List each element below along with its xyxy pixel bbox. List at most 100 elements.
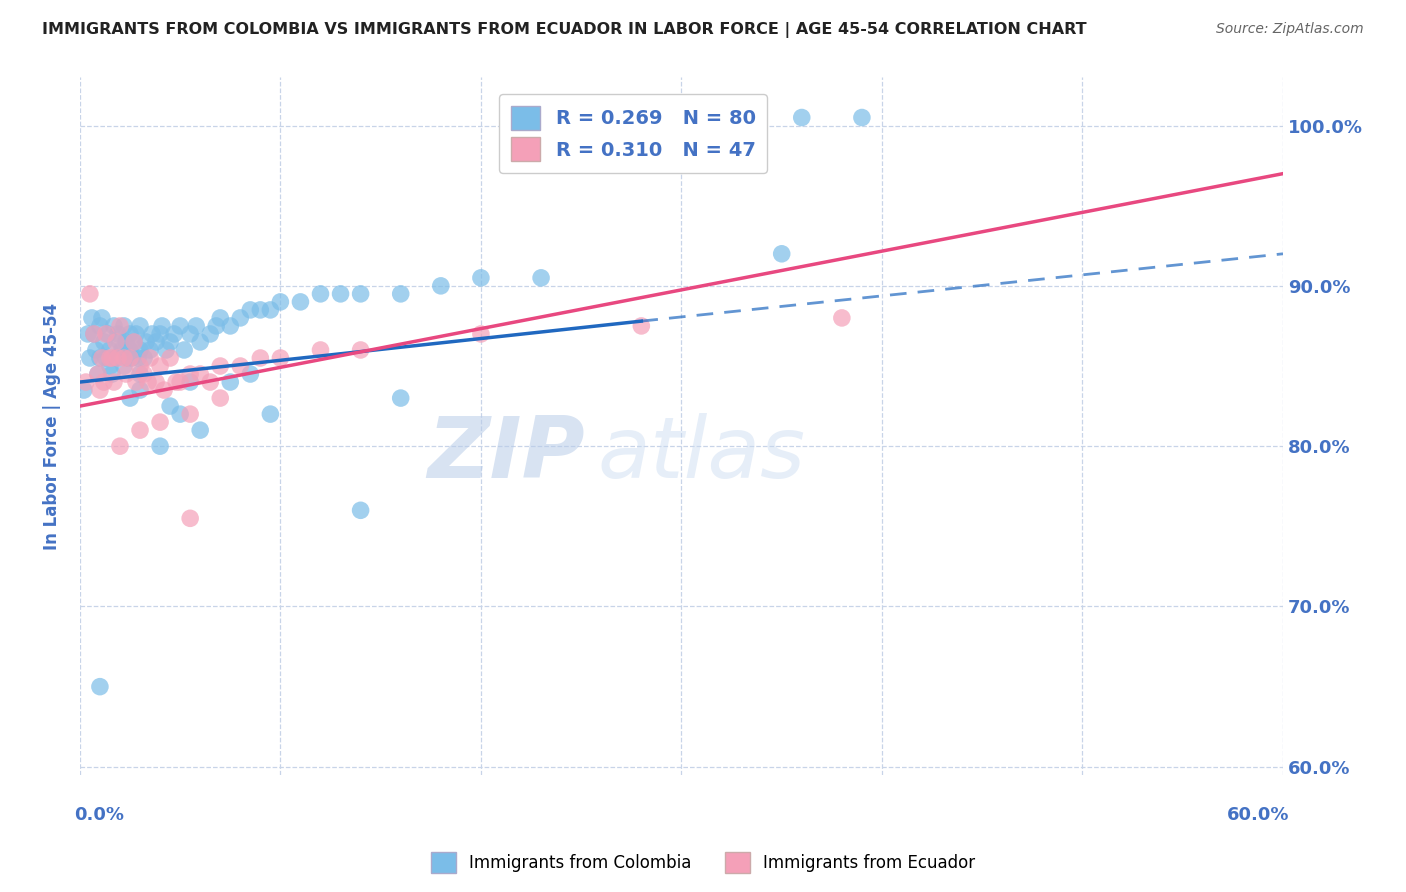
Point <box>129 423 152 437</box>
Point <box>155 343 177 357</box>
Point <box>349 286 371 301</box>
Point <box>219 318 242 333</box>
Point <box>136 375 159 389</box>
Point <box>530 270 553 285</box>
Point <box>104 334 127 349</box>
Point <box>219 375 242 389</box>
Point <box>239 367 262 381</box>
Point <box>89 351 111 365</box>
Point <box>149 326 172 341</box>
Point <box>179 511 201 525</box>
Point <box>103 318 125 333</box>
Point <box>98 351 121 365</box>
Point <box>790 111 813 125</box>
Point <box>186 318 208 333</box>
Point <box>141 326 163 341</box>
Point <box>111 343 134 357</box>
Point <box>153 383 176 397</box>
Point <box>108 439 131 453</box>
Point <box>205 318 228 333</box>
Point <box>83 326 105 341</box>
Point <box>118 343 141 357</box>
Text: IMMIGRANTS FROM COLOMBIA VS IMMIGRANTS FROM ECUADOR IN LABOR FORCE | AGE 45-54 C: IMMIGRANTS FROM COLOMBIA VS IMMIGRANTS F… <box>42 22 1087 38</box>
Point <box>89 383 111 397</box>
Point <box>209 310 232 325</box>
Point <box>90 351 112 365</box>
Point <box>329 286 352 301</box>
Point <box>349 343 371 357</box>
Point <box>249 302 271 317</box>
Point <box>93 334 115 349</box>
Point <box>188 367 211 381</box>
Point <box>125 326 148 341</box>
Point <box>149 415 172 429</box>
Point <box>851 111 873 125</box>
Point <box>107 351 129 365</box>
Point <box>118 351 141 365</box>
Point <box>169 375 191 389</box>
Point <box>309 286 332 301</box>
Point <box>173 343 195 357</box>
Point <box>101 351 124 365</box>
Legend: Immigrants from Colombia, Immigrants from Ecuador: Immigrants from Colombia, Immigrants fro… <box>425 846 981 880</box>
Point <box>127 351 149 365</box>
Point <box>122 334 145 349</box>
Point <box>112 318 135 333</box>
Point <box>139 343 162 357</box>
Point <box>630 318 652 333</box>
Point <box>831 310 853 325</box>
Text: Source: ZipAtlas.com: Source: ZipAtlas.com <box>1216 22 1364 37</box>
Text: 60.0%: 60.0% <box>1226 806 1289 824</box>
Point <box>107 326 129 341</box>
Point <box>179 375 201 389</box>
Point <box>94 326 117 341</box>
Point <box>129 367 152 381</box>
Point <box>179 326 201 341</box>
Point <box>169 318 191 333</box>
Point <box>112 359 135 373</box>
Y-axis label: In Labor Force | Age 45-54: In Labor Force | Age 45-54 <box>44 302 60 549</box>
Point <box>129 318 152 333</box>
Point <box>94 351 117 365</box>
Point <box>349 503 371 517</box>
Point <box>103 375 125 389</box>
Point <box>83 326 105 341</box>
Point <box>115 367 138 381</box>
Point <box>75 375 97 389</box>
Point <box>470 326 492 341</box>
Point <box>159 351 181 365</box>
Point <box>108 318 131 333</box>
Point <box>239 302 262 317</box>
Text: atlas: atlas <box>598 412 806 496</box>
Point <box>179 367 201 381</box>
Point <box>79 286 101 301</box>
Point <box>179 407 201 421</box>
Point <box>97 326 120 341</box>
Point <box>389 391 412 405</box>
Point <box>149 439 172 453</box>
Point <box>129 359 152 373</box>
Point <box>84 343 107 357</box>
Point <box>118 391 141 405</box>
Point <box>118 326 141 341</box>
Point <box>165 375 187 389</box>
Point <box>200 326 222 341</box>
Point <box>430 278 453 293</box>
Point <box>73 383 96 397</box>
Point <box>132 367 155 381</box>
Point <box>269 294 291 309</box>
Text: 0.0%: 0.0% <box>75 806 124 824</box>
Point <box>163 326 186 341</box>
Point <box>135 334 157 349</box>
Point <box>87 367 110 381</box>
Text: ZIP: ZIP <box>427 412 585 496</box>
Point <box>77 326 100 341</box>
Point <box>145 375 167 389</box>
Point <box>89 318 111 333</box>
Point <box>90 310 112 325</box>
Point <box>89 680 111 694</box>
Legend: R = 0.269   N = 80, R = 0.310   N = 47: R = 0.269 N = 80, R = 0.310 N = 47 <box>499 95 768 173</box>
Point <box>129 383 152 397</box>
Point <box>93 375 115 389</box>
Point <box>389 286 412 301</box>
